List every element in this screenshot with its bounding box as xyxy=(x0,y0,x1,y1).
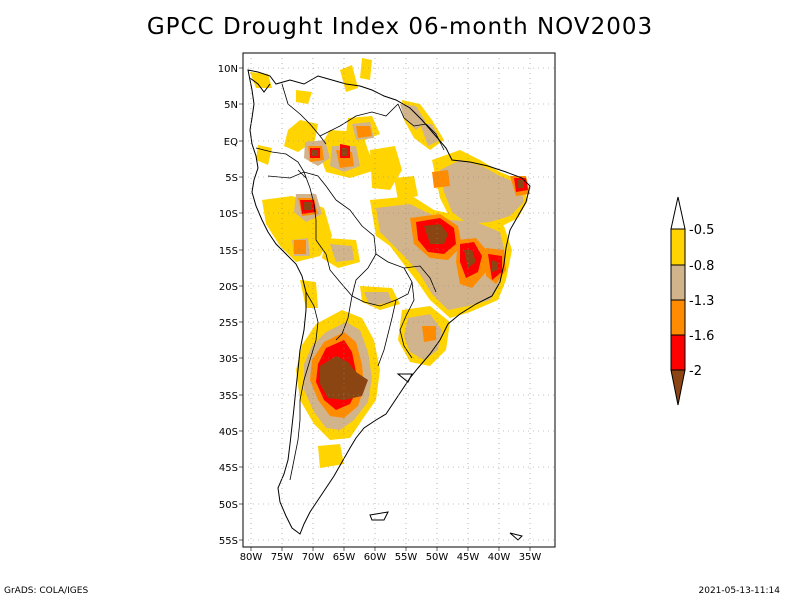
legend-swatch xyxy=(670,299,686,336)
lon-tick-label: 35W xyxy=(519,552,542,563)
map-frame xyxy=(242,52,556,548)
lat-tick-label: 45S xyxy=(219,463,238,474)
lat-tick-label: 50S xyxy=(219,500,238,511)
legend-swatch-bottom xyxy=(670,369,686,406)
country-borders xyxy=(255,83,445,481)
lat-tick-label: 35S xyxy=(219,391,238,402)
lon-tick-label: 50W xyxy=(426,552,449,563)
legend-label: -0.5 xyxy=(689,223,714,238)
footer-credit: GrADS: COLA/IGES xyxy=(4,586,89,596)
legend-label: -1.6 xyxy=(689,329,714,344)
lon-tick-label: 70W xyxy=(302,552,325,563)
legend-swatch xyxy=(670,334,686,371)
gridlines xyxy=(239,53,555,551)
lon-tick-label: 40W xyxy=(488,552,511,563)
legend-swatch xyxy=(670,228,686,266)
lat-tick-label: EQ xyxy=(224,137,238,148)
legend-label: -0.8 xyxy=(689,259,714,274)
coastline xyxy=(247,69,531,541)
legend-label: -2 xyxy=(689,364,702,379)
lat-tick-label: 15S xyxy=(219,246,238,257)
lon-tick-label: 80W xyxy=(240,552,263,563)
lon-tick-label: 60W xyxy=(364,552,387,563)
footer-timestamp: 2021-05-13-11:14 xyxy=(698,586,781,596)
lon-tick-label: 65W xyxy=(333,552,356,563)
lat-tick-label: 40S xyxy=(219,427,238,438)
lat-tick-label: 10N xyxy=(218,64,238,75)
lat-tick-label: 5S xyxy=(225,173,238,184)
lon-tick-label: 75W xyxy=(271,552,294,563)
lat-tick-label: 5N xyxy=(224,100,238,111)
drought-shading xyxy=(250,58,530,468)
legend-swatch xyxy=(670,264,686,301)
map-title: GPCC Drought Index 06-month NOV2003 xyxy=(146,14,654,40)
lat-tick-label: 55S xyxy=(219,536,238,547)
lat-tick-label: 20S xyxy=(219,282,238,293)
lon-tick-label: 45W xyxy=(457,552,480,563)
color-legend: -0.5 -0.8 -1.3 -1.6 -2 xyxy=(670,196,714,406)
latitude-axis: 10N 5N EQ 5S 10S 15S 20S 25S 30S 35S 40S… xyxy=(218,64,238,547)
lat-tick-label: 25S xyxy=(219,318,238,329)
lat-tick-label: 10S xyxy=(219,209,238,220)
longitude-axis: 80W 75W 70W 65W 60W 55W 50W 45W 40W 35W xyxy=(240,552,542,563)
lon-tick-label: 55W xyxy=(395,552,418,563)
legend-swatch-top xyxy=(670,196,686,230)
lat-tick-label: 30S xyxy=(219,354,238,365)
legend-label: -1.3 xyxy=(689,294,714,309)
